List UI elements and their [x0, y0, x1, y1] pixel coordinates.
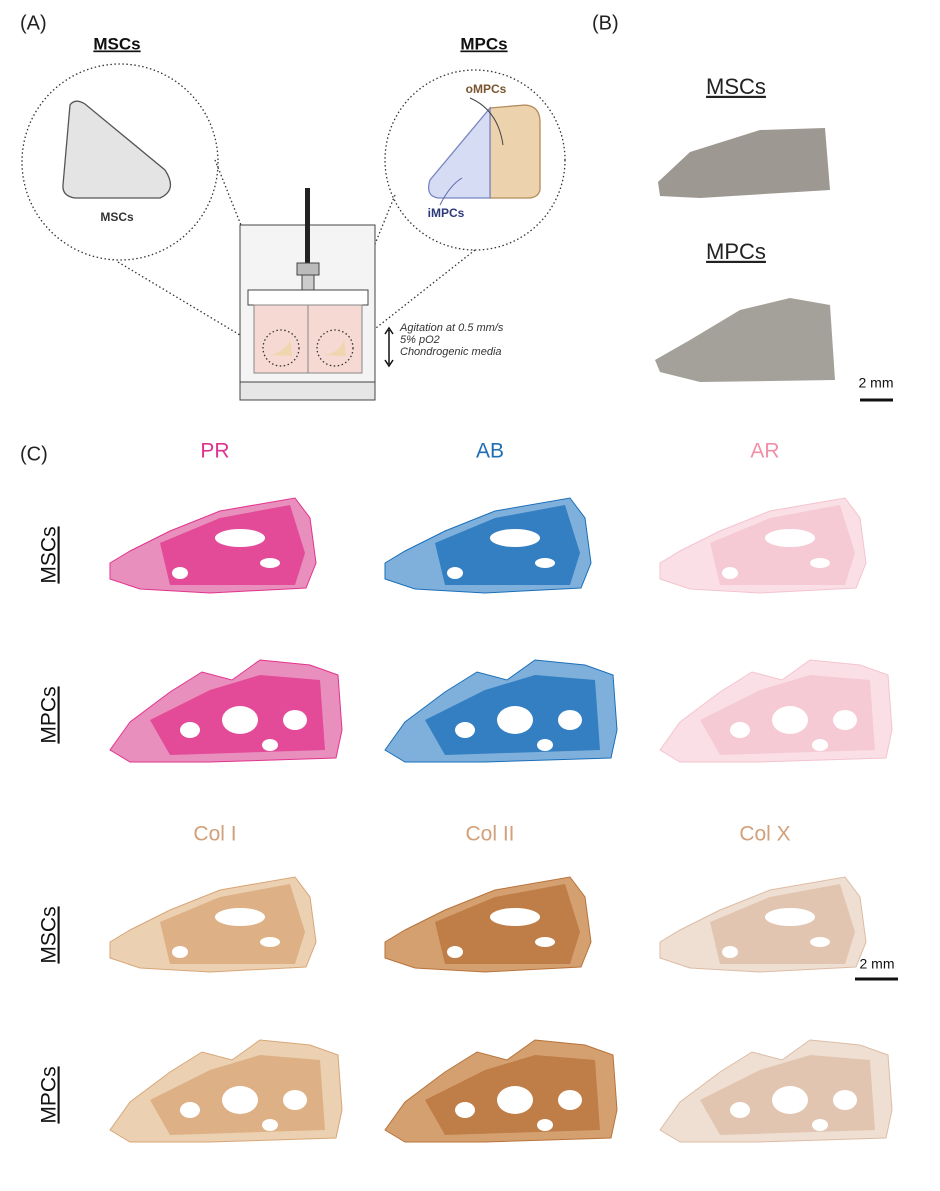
tissue-hole — [180, 1102, 200, 1118]
tissue-section — [659, 876, 867, 973]
tissue-hole — [810, 937, 830, 947]
tissue-hole — [455, 722, 475, 738]
sample-label: MPCs — [706, 239, 766, 264]
tissue-hole — [262, 739, 278, 751]
row-label: MPCs — [38, 1066, 61, 1123]
arrow — [469, 97, 504, 146]
condition: Agitation at 0.5 mm/s — [399, 322, 504, 334]
arrow — [439, 177, 463, 206]
tissue-section — [384, 497, 592, 594]
tissue-hole — [497, 1086, 533, 1114]
scale-label: 2 mm — [859, 375, 894, 391]
tissue-hole — [447, 946, 463, 958]
tissue-section — [659, 497, 867, 594]
sample-label: MSCs — [706, 74, 766, 99]
tissue-hole — [497, 706, 533, 734]
tissue-hole — [558, 1090, 582, 1110]
right-title: MPCs — [460, 34, 507, 53]
tissue-section — [109, 497, 317, 594]
scaffold — [658, 128, 830, 198]
tissue-hole — [447, 567, 463, 579]
tissue-section — [384, 1039, 618, 1143]
tissue-hole — [772, 706, 808, 734]
agitation-arrow — [384, 326, 394, 368]
row-label: MSCs — [38, 526, 61, 583]
zoom-circle — [21, 63, 219, 261]
tissue-hole — [283, 710, 307, 730]
tissue-hole — [772, 1086, 808, 1114]
zoom-line — [347, 249, 476, 351]
left-title: MSCs — [93, 34, 140, 53]
tissue-hole — [558, 710, 582, 730]
inner-label: iMPCs — [428, 206, 465, 220]
tissue-hole — [833, 710, 857, 730]
condition: Chondrogenic media — [400, 346, 502, 358]
tissue-hole — [537, 1119, 553, 1131]
zoom-line — [117, 261, 266, 351]
tissue-section — [659, 1039, 893, 1143]
tissue-hole — [722, 567, 738, 579]
tissue-section — [109, 876, 317, 973]
tissue-hole — [730, 1102, 750, 1118]
tissue-hole — [833, 1090, 857, 1110]
stain-label: Col X — [739, 823, 790, 846]
tissue-section — [109, 659, 343, 763]
tissue-hole — [260, 937, 280, 947]
stain-label: PR — [200, 440, 229, 463]
tissue-section — [659, 659, 893, 763]
tissue-hole — [765, 908, 815, 926]
tissue-hole — [455, 1102, 475, 1118]
msc-shape — [62, 100, 172, 199]
tissue-section — [384, 659, 618, 763]
stain-label: AB — [476, 440, 504, 463]
tissue-hole — [765, 529, 815, 547]
row-label: MSCs — [38, 906, 61, 963]
outer-label: oMPCs — [466, 82, 507, 96]
tissue-hole — [537, 739, 553, 751]
tissue-hole — [535, 937, 555, 947]
tissue-hole — [222, 1086, 258, 1114]
tissue-hole — [490, 908, 540, 926]
tissue-hole — [283, 1090, 307, 1110]
stain-label: AR — [750, 440, 779, 463]
tissue-hole — [730, 722, 750, 738]
tissue-hole — [810, 558, 830, 568]
tissue-hole — [812, 739, 828, 751]
tissue-hole — [490, 529, 540, 547]
tissue-hole — [180, 722, 200, 738]
tissue-hole — [722, 946, 738, 958]
shape-label: MSCs — [100, 210, 134, 224]
tissue-section — [109, 1039, 343, 1143]
scaffold — [655, 298, 835, 382]
panel-label: (A) — [20, 12, 47, 34]
tissue-hole — [215, 529, 265, 547]
panel-label: (B) — [592, 12, 619, 34]
tissue-hole — [260, 558, 280, 568]
tissue-hole — [535, 558, 555, 568]
tissue-hole — [812, 1119, 828, 1131]
tissue-hole — [262, 1119, 278, 1131]
scale-label: 2 mm — [860, 956, 895, 972]
panel-label: (C) — [20, 443, 48, 465]
condition: 5% pO2 — [400, 334, 440, 346]
inner-region — [427, 106, 491, 199]
stain-label: Col II — [465, 823, 514, 846]
bioreactor — [239, 188, 376, 401]
outer-region — [489, 104, 541, 199]
tissue-section — [384, 876, 592, 973]
tissue-hole — [215, 908, 265, 926]
row-label: MPCs — [38, 686, 61, 743]
tissue-hole — [172, 946, 188, 958]
stain-label: Col I — [193, 823, 236, 846]
tissue-hole — [222, 706, 258, 734]
tissue-hole — [172, 567, 188, 579]
